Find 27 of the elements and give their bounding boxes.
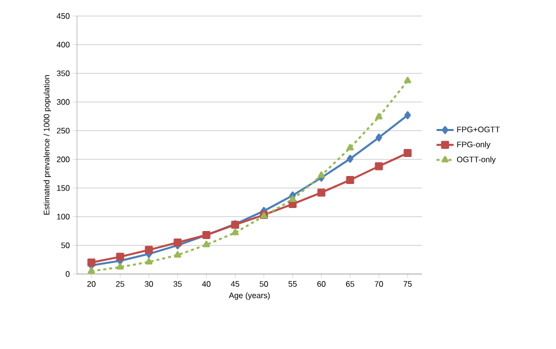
y-tick-label: 200 bbox=[56, 156, 70, 162]
x-tick-label: 45 bbox=[230, 281, 240, 287]
y-tick-label: 450 bbox=[56, 13, 70, 19]
x-tick-label: 55 bbox=[288, 281, 297, 287]
x-tick-label: 65 bbox=[346, 281, 354, 287]
x-tick-label: 30 bbox=[144, 281, 154, 287]
y-tick-label: 350 bbox=[56, 70, 70, 76]
x-tick-label: 50 bbox=[260, 281, 268, 287]
legend-label: OGTT-only bbox=[457, 156, 496, 164]
x-tick-label: 70 bbox=[374, 281, 384, 287]
legend-label: FPG+OGTT bbox=[457, 126, 500, 132]
y-tick-label: 100 bbox=[57, 214, 70, 220]
x-tick-label: 60 bbox=[317, 281, 326, 287]
y-tick-label: 150 bbox=[57, 185, 70, 191]
x-tick-label: 20 bbox=[87, 281, 96, 287]
y-tick-label: 50 bbox=[61, 242, 70, 248]
legend-label: FPG-only bbox=[457, 141, 490, 149]
y-axis-title: Estimated prevalence / 1000 population bbox=[44, 75, 51, 215]
y-tick-label: 400 bbox=[56, 42, 70, 48]
y-tick-label: 0 bbox=[66, 271, 70, 277]
x-axis-title: Age (years) bbox=[228, 292, 270, 300]
x-tick-label: 35 bbox=[173, 281, 182, 287]
y-tick-label: 250 bbox=[56, 128, 70, 134]
y-tick-label: 300 bbox=[56, 99, 70, 105]
x-tick-label: 40 bbox=[202, 281, 211, 287]
x-tick-label: 75 bbox=[404, 281, 412, 287]
x-tick-label: 25 bbox=[116, 281, 124, 287]
